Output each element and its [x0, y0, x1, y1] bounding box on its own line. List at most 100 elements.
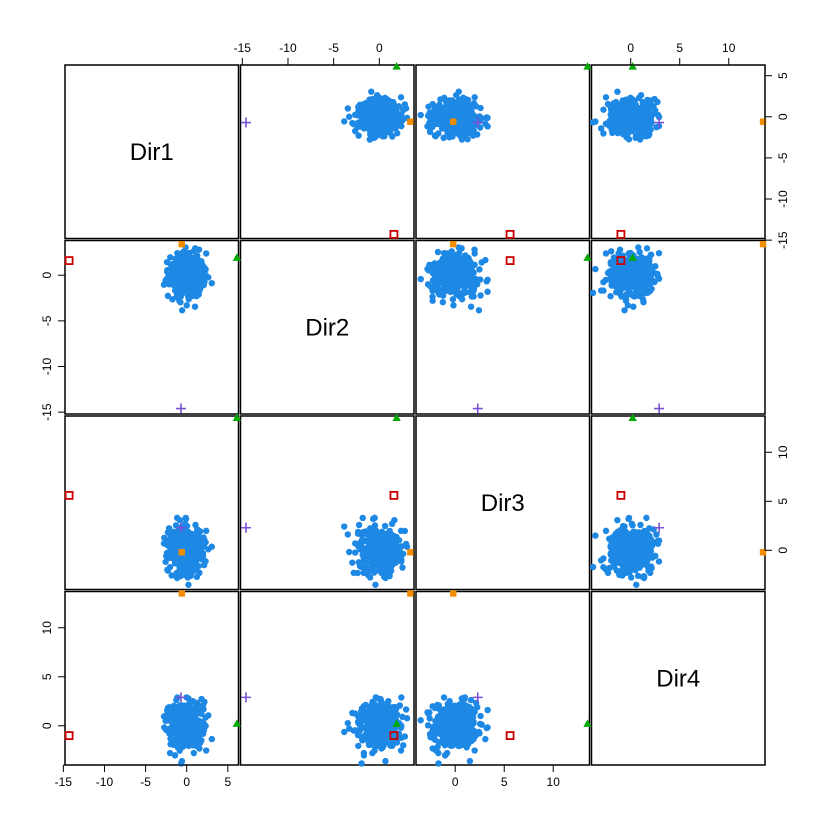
- cluster-point: [592, 118, 599, 125]
- cluster-point: [417, 275, 424, 283]
- cluster-point: [358, 531, 366, 539]
- cluster-point: [456, 722, 463, 729]
- cluster-point: [370, 732, 378, 740]
- cluster-point: [169, 296, 176, 303]
- cluster-point: [443, 117, 450, 125]
- cluster-point: [175, 284, 182, 291]
- outlier-open-square: [389, 229, 399, 239]
- cluster-point: [627, 574, 635, 581]
- cluster-point: [643, 245, 651, 252]
- cluster-point: [615, 250, 622, 257]
- cluster-point: [369, 698, 376, 706]
- cluster-point: [620, 535, 628, 543]
- cluster-point: [201, 721, 208, 728]
- tick-label: -5: [776, 152, 790, 163]
- cluster-point: [615, 528, 622, 535]
- cluster-point: [437, 729, 444, 736]
- tick-label: -10: [279, 41, 297, 55]
- outlier-filled-square: [178, 240, 185, 248]
- cluster-point: [377, 98, 384, 106]
- outlier-open-square: [505, 256, 515, 265]
- cluster-point: [647, 536, 655, 543]
- cluster-point: [365, 741, 373, 749]
- cluster-point: [443, 277, 450, 284]
- cluster-point: [369, 703, 376, 711]
- cluster-point: [366, 720, 373, 727]
- cluster-point: [394, 711, 401, 718]
- cluster-point: [608, 557, 616, 564]
- cluster-point: [377, 705, 385, 713]
- cluster-point: [620, 562, 628, 569]
- cluster-point: [426, 119, 433, 127]
- cluster-point: [621, 307, 628, 314]
- cluster-point: [349, 559, 356, 566]
- cluster-point: [183, 730, 191, 737]
- cluster-point: [387, 706, 394, 714]
- cluster-point: [367, 542, 374, 549]
- cluster-point: [604, 569, 612, 577]
- diag-label-dir4: Dir4: [656, 665, 700, 692]
- cluster-point: [363, 725, 370, 733]
- cluster-point: [368, 88, 375, 95]
- cluster-point: [174, 249, 181, 257]
- cluster-point: [458, 728, 465, 736]
- outlier-filled-square: [178, 549, 185, 556]
- cluster-point: [426, 709, 433, 716]
- cluster-point: [616, 571, 623, 579]
- cluster-point: [187, 533, 194, 541]
- outlier-plus: [654, 522, 665, 533]
- cluster-point: [644, 270, 651, 277]
- outlier-filled-triangle: [392, 719, 401, 727]
- cluster-point: [608, 282, 615, 289]
- cluster-point: [186, 739, 194, 746]
- cluster-point: [447, 712, 454, 720]
- cluster-point: [344, 105, 351, 112]
- cluster-point: [441, 752, 449, 759]
- cluster-point: [360, 569, 367, 577]
- cluster-point: [402, 706, 410, 713]
- cluster-point: [646, 525, 653, 532]
- tick-label: 10: [776, 445, 790, 459]
- cluster-point: [478, 259, 485, 266]
- cluster-point: [616, 283, 623, 290]
- outlier-plus: [240, 692, 251, 703]
- cluster-point: [363, 122, 370, 129]
- cluster-point: [640, 298, 647, 306]
- cluster-point: [624, 531, 631, 538]
- cluster-point: [451, 260, 458, 268]
- cluster-point: [198, 270, 205, 278]
- cluster-point: [654, 537, 661, 545]
- panel-r3-c1: [64, 415, 240, 591]
- cluster-point: [441, 269, 448, 277]
- cluster-point: [429, 100, 436, 108]
- tick-label: 0: [452, 775, 459, 789]
- cluster-point: [208, 735, 215, 743]
- cluster-point: [378, 569, 385, 577]
- cluster-point: [196, 745, 203, 752]
- cluster-point: [191, 567, 198, 574]
- cluster-point: [192, 263, 199, 271]
- outlier-filled-square: [759, 240, 767, 248]
- panel-r1-c3: [415, 64, 591, 240]
- cluster-point: [377, 537, 384, 545]
- cluster-point: [637, 521, 644, 529]
- cluster-point: [614, 516, 621, 524]
- cluster-point: [387, 547, 394, 554]
- cluster-point: [427, 733, 434, 741]
- cluster-point: [484, 288, 491, 295]
- cluster-point: [417, 717, 424, 724]
- cluster-point: [166, 749, 174, 757]
- cluster-point: [192, 521, 199, 529]
- cluster-point: [432, 276, 440, 284]
- cluster-point: [602, 276, 610, 284]
- cluster-point: [395, 103, 403, 110]
- cluster-point: [467, 696, 475, 704]
- cluster-point: [647, 251, 655, 258]
- cluster-point: [341, 523, 348, 530]
- outlier-filled-triangle: [628, 253, 637, 261]
- cluster-point: [623, 96, 630, 103]
- cluster-point: [600, 130, 607, 137]
- cluster-point: [341, 118, 348, 125]
- cluster-point: [597, 287, 605, 294]
- cluster-point: [646, 287, 654, 295]
